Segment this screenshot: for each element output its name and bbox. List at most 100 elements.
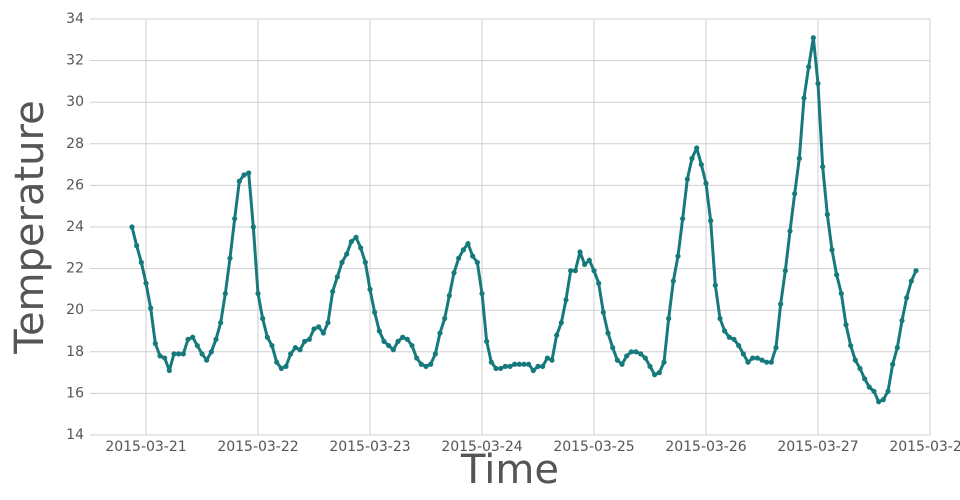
data-point bbox=[600, 309, 606, 315]
data-point bbox=[568, 268, 574, 274]
data-point bbox=[894, 345, 900, 351]
data-point bbox=[876, 399, 882, 405]
data-point bbox=[843, 322, 849, 328]
data-point bbox=[129, 224, 135, 230]
data-point bbox=[274, 359, 280, 365]
data-point bbox=[899, 318, 905, 324]
data-point bbox=[390, 347, 396, 353]
y-tick-label: 28 bbox=[66, 136, 84, 152]
data-point bbox=[330, 288, 336, 295]
data-point bbox=[134, 243, 140, 249]
data-point bbox=[908, 278, 914, 284]
data-point bbox=[470, 253, 476, 259]
data-point bbox=[138, 259, 144, 265]
data-point bbox=[838, 290, 844, 297]
data-point bbox=[488, 359, 494, 365]
data-point bbox=[703, 180, 709, 186]
data-point bbox=[792, 191, 798, 197]
data-point bbox=[661, 359, 667, 365]
y-tick-label: 24 bbox=[66, 219, 84, 235]
x-tick-label: 2015-03-25 bbox=[553, 439, 634, 455]
data-point bbox=[171, 351, 177, 357]
y-tick-label: 14 bbox=[66, 427, 84, 443]
data-point bbox=[381, 338, 387, 344]
x-tick-label: 2015-03-27 bbox=[777, 439, 858, 455]
data-point bbox=[306, 336, 312, 342]
data-point bbox=[484, 338, 490, 344]
data-point bbox=[689, 155, 695, 161]
data-point bbox=[652, 372, 658, 378]
data-point bbox=[190, 334, 196, 340]
data-point bbox=[180, 351, 186, 357]
data-point bbox=[530, 367, 536, 374]
data-point bbox=[745, 359, 751, 365]
data-point bbox=[264, 334, 270, 340]
data-point bbox=[586, 257, 592, 263]
data-point bbox=[880, 397, 886, 403]
data-point bbox=[787, 228, 793, 234]
data-point bbox=[572, 268, 578, 274]
data-point bbox=[236, 178, 242, 184]
data-point bbox=[479, 290, 485, 297]
data-point bbox=[544, 355, 550, 361]
data-point bbox=[810, 35, 816, 41]
data-point bbox=[913, 268, 919, 274]
y-tick-label: 30 bbox=[66, 94, 84, 110]
data-point bbox=[605, 330, 611, 336]
data-point bbox=[521, 361, 527, 367]
data-point bbox=[750, 355, 756, 361]
data-point bbox=[288, 351, 294, 357]
data-point bbox=[820, 164, 826, 170]
data-point bbox=[848, 342, 854, 349]
data-point bbox=[862, 376, 868, 382]
data-point bbox=[395, 338, 401, 344]
data-point bbox=[232, 216, 238, 222]
data-point bbox=[558, 320, 564, 326]
data-point bbox=[754, 355, 760, 361]
data-point bbox=[325, 320, 331, 326]
data-point bbox=[554, 332, 560, 338]
data-point bbox=[208, 349, 214, 355]
data-point bbox=[386, 342, 392, 349]
data-point bbox=[834, 272, 840, 278]
data-point bbox=[362, 259, 368, 265]
data-point bbox=[428, 361, 434, 367]
x-axis-title: Time bbox=[460, 447, 559, 493]
data-point bbox=[656, 370, 662, 376]
data-point bbox=[764, 359, 770, 365]
y-tick-label: 18 bbox=[66, 344, 84, 360]
y-tick-label: 34 bbox=[66, 11, 84, 27]
y-tick-label: 32 bbox=[66, 53, 84, 69]
data-point bbox=[778, 301, 784, 307]
data-point bbox=[885, 388, 891, 394]
y-tick-label: 16 bbox=[66, 385, 84, 401]
data-point bbox=[638, 351, 644, 357]
data-point bbox=[698, 162, 704, 168]
x-tick-label: 2015-03-21 bbox=[105, 439, 186, 455]
data-point bbox=[782, 268, 788, 274]
data-point bbox=[722, 328, 728, 334]
y-axis-title: Temperature bbox=[7, 100, 53, 354]
data-point bbox=[437, 330, 443, 336]
data-point bbox=[358, 245, 364, 251]
data-point bbox=[260, 315, 266, 322]
data-point bbox=[176, 351, 182, 357]
data-point bbox=[890, 361, 896, 367]
data-point bbox=[507, 363, 513, 369]
data-point bbox=[311, 326, 317, 332]
data-point bbox=[717, 315, 723, 322]
data-point bbox=[857, 365, 863, 372]
data-point bbox=[302, 338, 308, 344]
data-point bbox=[815, 80, 821, 87]
data-point bbox=[619, 361, 625, 367]
data-point bbox=[642, 355, 648, 361]
data-point bbox=[148, 305, 154, 311]
data-point bbox=[222, 290, 228, 297]
data-point bbox=[418, 361, 424, 367]
data-point bbox=[596, 280, 602, 286]
data-point bbox=[166, 367, 172, 374]
data-point bbox=[409, 342, 415, 349]
data-point bbox=[316, 324, 322, 330]
data-point bbox=[246, 170, 252, 176]
data-point bbox=[493, 365, 499, 372]
